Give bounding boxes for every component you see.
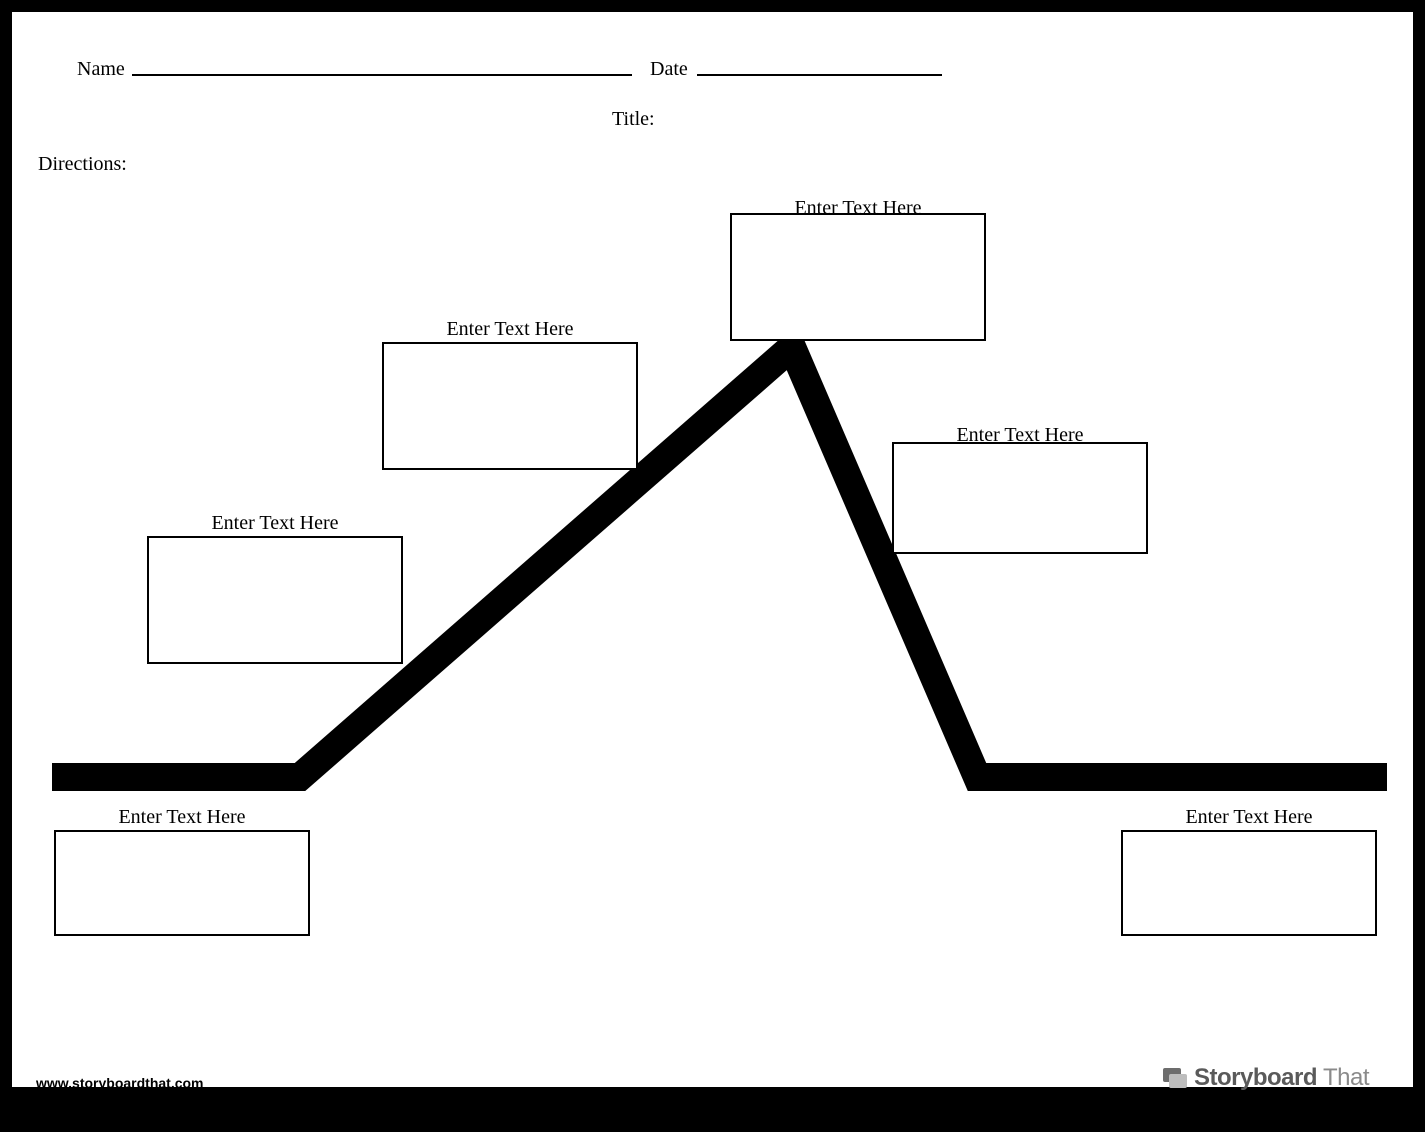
brand-text-light: That bbox=[1323, 1064, 1369, 1092]
text-box-rising-2[interactable] bbox=[382, 342, 638, 470]
box-label-rising-2: Enter Text Here bbox=[446, 318, 573, 341]
text-box-exposition[interactable] bbox=[54, 830, 310, 936]
worksheet-page: Name Date Title: Directions: Enter Text … bbox=[12, 12, 1413, 1087]
box-label-exposition: Enter Text Here bbox=[118, 806, 245, 829]
brand-text-bold: Storyboard bbox=[1194, 1064, 1317, 1092]
storyboardthat-logo: StoryboardThat bbox=[1162, 1064, 1369, 1092]
box-label-resolution: Enter Text Here bbox=[1185, 806, 1312, 829]
text-box-climax[interactable] bbox=[730, 213, 986, 341]
worksheet-outer: Name Date Title: Directions: Enter Text … bbox=[0, 0, 1425, 1132]
text-box-resolution[interactable] bbox=[1121, 830, 1377, 936]
text-box-rising-1[interactable] bbox=[147, 536, 403, 664]
text-box-falling[interactable] bbox=[892, 442, 1148, 554]
box-label-rising-1: Enter Text Here bbox=[211, 512, 338, 535]
storyboard-icon bbox=[1162, 1067, 1188, 1089]
footer-url: www.storyboardthat.com bbox=[36, 1075, 204, 1091]
